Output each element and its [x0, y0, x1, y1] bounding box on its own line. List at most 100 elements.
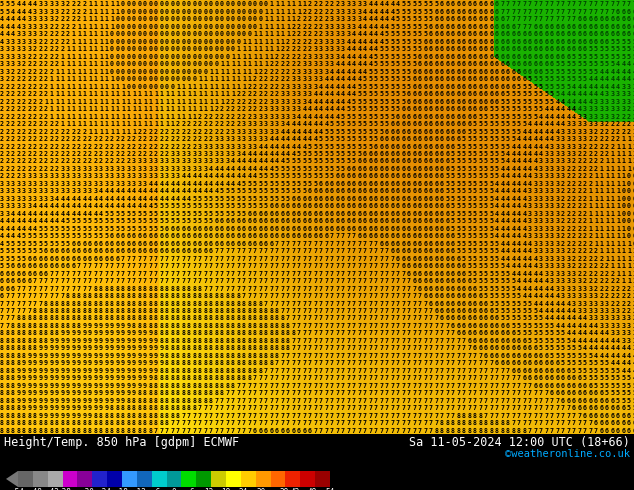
- Text: 2: 2: [567, 173, 571, 179]
- Text: 7: 7: [148, 278, 153, 284]
- Text: 4: 4: [27, 219, 32, 224]
- Text: 8: 8: [176, 300, 180, 307]
- Text: 7: 7: [297, 353, 301, 359]
- Text: 4: 4: [286, 136, 290, 142]
- Text: 5: 5: [522, 121, 526, 127]
- Text: 0: 0: [132, 24, 136, 30]
- Text: 6: 6: [418, 173, 422, 179]
- Text: 6: 6: [446, 61, 450, 67]
- Text: 6: 6: [413, 219, 417, 224]
- Text: 8: 8: [171, 345, 174, 351]
- Text: 5: 5: [347, 114, 351, 120]
- Text: 6: 6: [627, 31, 631, 37]
- Text: 7: 7: [495, 398, 499, 404]
- Text: 4: 4: [286, 144, 290, 149]
- Text: 1: 1: [187, 98, 191, 105]
- Text: 1: 1: [115, 9, 119, 15]
- Text: 7: 7: [280, 420, 285, 426]
- Text: 3: 3: [302, 98, 306, 105]
- Text: 4: 4: [522, 270, 526, 277]
- Text: 6: 6: [302, 211, 306, 217]
- Text: 8: 8: [220, 308, 224, 314]
- Text: 0: 0: [253, 24, 257, 30]
- Text: 2: 2: [27, 76, 32, 82]
- Text: 5: 5: [522, 330, 526, 337]
- Text: 8: 8: [138, 428, 141, 434]
- Text: 7: 7: [325, 286, 328, 292]
- Text: 7: 7: [253, 413, 257, 418]
- Text: 6: 6: [522, 368, 526, 374]
- Text: 4: 4: [325, 114, 328, 120]
- Text: 7: 7: [363, 338, 367, 344]
- Text: 6: 6: [440, 173, 444, 179]
- Text: 6: 6: [561, 398, 565, 404]
- Text: 6: 6: [500, 24, 505, 30]
- Text: 2: 2: [44, 151, 48, 157]
- Text: 5: 5: [424, 31, 427, 37]
- Text: 6: 6: [297, 219, 301, 224]
- Text: 1: 1: [621, 256, 626, 262]
- Text: 4: 4: [396, 1, 400, 7]
- Text: 7: 7: [105, 270, 108, 277]
- Text: 4: 4: [82, 211, 86, 217]
- Text: 4: 4: [583, 323, 587, 329]
- Text: 4: 4: [627, 345, 631, 351]
- Text: 5: 5: [181, 219, 186, 224]
- Text: 6: 6: [429, 256, 433, 262]
- Text: 4: 4: [545, 293, 548, 299]
- Text: 5: 5: [533, 106, 538, 112]
- Text: 4: 4: [611, 76, 614, 82]
- Text: 8: 8: [473, 413, 477, 418]
- Text: 1: 1: [82, 76, 86, 82]
- Text: 4: 4: [572, 114, 576, 120]
- Text: 6: 6: [440, 300, 444, 307]
- Text: 7: 7: [396, 293, 400, 299]
- Text: 7: 7: [253, 390, 257, 396]
- Text: 3: 3: [115, 166, 119, 172]
- Text: 1: 1: [611, 248, 614, 254]
- Text: 3: 3: [49, 196, 53, 202]
- Text: 9: 9: [77, 405, 81, 411]
- Text: 2: 2: [325, 17, 328, 23]
- Text: 1: 1: [148, 91, 153, 97]
- Text: 6: 6: [286, 219, 290, 224]
- Text: 2: 2: [572, 219, 576, 224]
- Text: 7: 7: [446, 323, 450, 329]
- Text: 6: 6: [429, 270, 433, 277]
- Text: 7: 7: [292, 368, 295, 374]
- Text: 6: 6: [605, 17, 609, 23]
- Text: 8: 8: [484, 420, 488, 426]
- Text: 3: 3: [226, 144, 230, 149]
- Text: 3: 3: [341, 47, 345, 52]
- Text: 7: 7: [550, 413, 554, 418]
- Text: 5: 5: [302, 188, 306, 195]
- Text: 7: 7: [181, 428, 186, 434]
- Text: 6: 6: [462, 61, 466, 67]
- Text: 8: 8: [127, 293, 131, 299]
- Text: 5: 5: [500, 151, 505, 157]
- Text: 5: 5: [407, 61, 411, 67]
- Text: 1: 1: [633, 263, 634, 269]
- Text: 5: 5: [467, 144, 472, 149]
- Text: 3: 3: [335, 31, 339, 37]
- Text: 3: 3: [286, 114, 290, 120]
- Text: 8: 8: [110, 316, 114, 321]
- Text: 5: 5: [358, 91, 361, 97]
- Text: 2: 2: [297, 54, 301, 60]
- Text: 5: 5: [489, 278, 493, 284]
- Text: 6: 6: [479, 316, 482, 321]
- Text: 3: 3: [88, 181, 92, 187]
- Text: 4: 4: [209, 188, 213, 195]
- Text: 0: 0: [110, 61, 114, 67]
- Text: 2: 2: [572, 233, 576, 239]
- Text: 0: 0: [236, 24, 240, 30]
- Text: 2: 2: [633, 121, 634, 127]
- Text: 7: 7: [236, 270, 240, 277]
- Text: 7: 7: [368, 278, 373, 284]
- Text: 3: 3: [6, 196, 10, 202]
- Text: 7: 7: [325, 338, 328, 344]
- Text: 7: 7: [231, 413, 235, 418]
- Text: 3: 3: [572, 300, 576, 307]
- Text: 8: 8: [242, 368, 246, 374]
- Text: 8: 8: [269, 330, 273, 337]
